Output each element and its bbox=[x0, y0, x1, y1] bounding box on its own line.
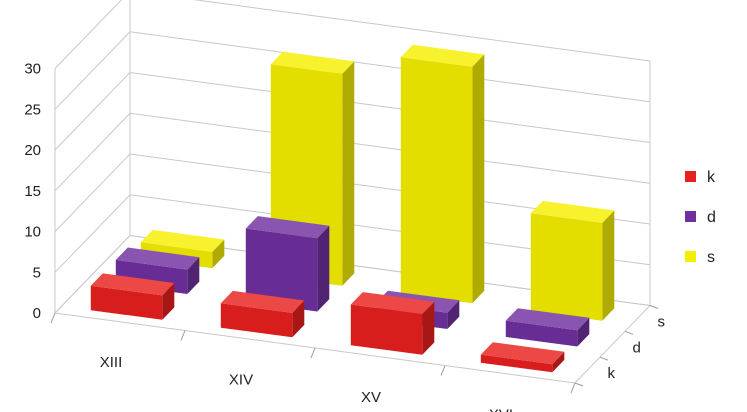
grid-layer bbox=[50, 0, 659, 394]
bar-side bbox=[472, 54, 485, 304]
bar-side bbox=[212, 239, 225, 269]
bar-top bbox=[245, 216, 330, 239]
bar-side bbox=[317, 225, 330, 312]
bar-k-XVI bbox=[480, 342, 565, 373]
bar-top bbox=[505, 308, 590, 331]
depth-tick-label: k bbox=[608, 365, 616, 382]
x-tick bbox=[180, 330, 186, 341]
depth-tick bbox=[599, 356, 609, 361]
bar-side bbox=[342, 61, 355, 286]
legend-swatch-d bbox=[685, 211, 696, 222]
y-tick-label: 20 bbox=[24, 142, 41, 159]
bar-side bbox=[577, 317, 590, 347]
legend-label-k: k bbox=[707, 169, 716, 186]
bar-d-XVI bbox=[505, 308, 590, 347]
bar-side bbox=[552, 351, 565, 373]
bars-layer bbox=[90, 44, 615, 373]
bar-side bbox=[187, 257, 200, 294]
depth-tick-label: d bbox=[633, 339, 641, 356]
bar-k-XIII bbox=[90, 273, 175, 320]
bar-side bbox=[422, 301, 435, 355]
gridline bbox=[54, 0, 651, 69]
y-tick-label: 30 bbox=[24, 61, 41, 78]
legend: k d s bbox=[685, 169, 716, 266]
bar-top bbox=[480, 342, 565, 365]
bar-top bbox=[220, 290, 305, 313]
y-tick-label: 5 bbox=[33, 264, 41, 281]
bar-top bbox=[530, 200, 615, 223]
labels-layer: 0 5 10 15 20 25 30 XIII XIV XV XVI kds bbox=[24, 61, 665, 412]
bar-top bbox=[140, 229, 225, 252]
x-tick-label: XIV bbox=[229, 371, 253, 388]
depth-tick-label: s bbox=[658, 313, 666, 330]
bar-k-XV bbox=[350, 292, 435, 355]
x-tick-label: XIII bbox=[100, 354, 123, 371]
bar-front bbox=[90, 285, 163, 320]
bar-front bbox=[480, 354, 553, 373]
bar-top bbox=[350, 292, 435, 315]
y-tick-label: 15 bbox=[24, 183, 41, 200]
x-tick bbox=[50, 312, 56, 324]
y-tick-label: 0 bbox=[33, 305, 41, 322]
x-tick bbox=[310, 347, 316, 359]
x-tick-label: XV bbox=[361, 389, 381, 406]
bar-front bbox=[245, 228, 318, 312]
x-tick-label: XVI bbox=[489, 406, 513, 412]
bar-s-XVI bbox=[530, 200, 615, 321]
x-tick bbox=[570, 382, 576, 394]
bar-front bbox=[220, 303, 293, 338]
bar-k-XIV bbox=[220, 290, 305, 338]
bar-front bbox=[505, 320, 578, 347]
bar-front bbox=[400, 57, 473, 304]
bar-front bbox=[530, 213, 603, 321]
bar-side bbox=[162, 283, 175, 320]
bar-s-XV bbox=[400, 44, 485, 304]
bar-side bbox=[292, 300, 305, 338]
depth-tick bbox=[574, 382, 584, 387]
x-tick bbox=[440, 365, 446, 376]
bar-front bbox=[350, 304, 423, 355]
bar-side bbox=[447, 300, 460, 329]
bar-top bbox=[400, 44, 485, 67]
legend-swatch-k bbox=[685, 171, 696, 182]
depth-tick bbox=[624, 330, 634, 335]
legend-label-s: s bbox=[707, 249, 715, 266]
y-tick-label: 25 bbox=[24, 101, 41, 118]
bar-side bbox=[602, 210, 615, 321]
legend-label-d: d bbox=[707, 209, 716, 226]
bar-top bbox=[115, 247, 200, 270]
y-tick-label: 10 bbox=[24, 224, 41, 241]
bar-top bbox=[270, 51, 355, 74]
bar-top bbox=[90, 273, 175, 296]
depth-tick bbox=[649, 305, 659, 309]
legend-swatch-s bbox=[685, 251, 696, 262]
bar-d-XIV bbox=[245, 216, 330, 312]
